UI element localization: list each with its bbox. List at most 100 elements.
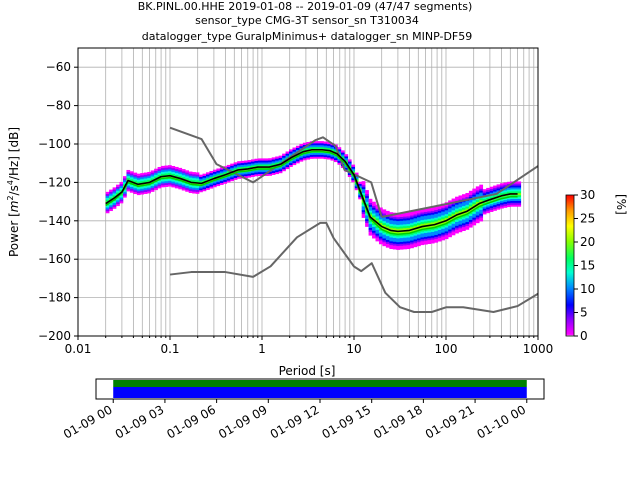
histogram-cell: [285, 155, 290, 158]
histogram-cell: [441, 236, 445, 239]
histogram-cell: [486, 187, 490, 191]
histogram-cell: [372, 211, 376, 214]
histogram-cell: [344, 167, 349, 170]
histogram-cell: [164, 167, 169, 170]
histogram-cell: [119, 197, 124, 200]
histogram-cell: [472, 215, 477, 218]
histogram-cell: [320, 144, 324, 148]
histogram-cell: [129, 190, 134, 193]
histogram-cell: [441, 209, 445, 212]
histogram-cell: [116, 192, 120, 195]
histogram-cell: [247, 163, 252, 167]
x-tick-label: 1000: [523, 342, 554, 356]
histogram-cell: [188, 171, 193, 174]
histogram-cell: [244, 172, 248, 175]
histogram-cell: [417, 224, 421, 227]
histogram-cell: [448, 221, 452, 224]
histogram-cell: [185, 174, 190, 177]
histogram-cell: [455, 229, 459, 232]
histogram-cell: [413, 223, 418, 227]
histogram-cell: [209, 172, 214, 176]
histogram-cell: [399, 241, 404, 244]
histogram-cell: [455, 231, 459, 234]
grid-lines: [77, 48, 538, 337]
histogram-cell: [382, 209, 387, 212]
colorbar-gradient: [565, 194, 575, 337]
histogram-cell: [406, 244, 411, 248]
histogram-cell: [385, 231, 390, 235]
histogram-cell: [178, 169, 183, 173]
histogram-cell: [112, 193, 117, 196]
histogram-cell: [161, 179, 165, 182]
histogram-cell: [468, 192, 473, 195]
histogram-cell: [167, 167, 172, 170]
histogram-cell: [368, 233, 373, 236]
histogram-cell: [140, 188, 145, 191]
histogram-cell: [185, 170, 190, 173]
histogram-cell: [430, 210, 435, 213]
histogram-cell: [510, 196, 515, 200]
histogram-cell: [510, 185, 515, 188]
y-label-m: m: [7, 201, 21, 213]
histogram-cell: [192, 174, 196, 177]
histogram-cell: [465, 219, 470, 223]
histogram-cell: [347, 159, 352, 162]
histogram-cell: [202, 189, 207, 192]
histogram-cell: [282, 165, 286, 168]
histogram-cell: [372, 224, 376, 227]
histogram-cell: [455, 210, 459, 213]
histogram-cell: [392, 216, 397, 219]
histogram-cell: [486, 195, 490, 198]
histogram-cell: [399, 237, 404, 241]
histogram-cell: [327, 145, 331, 148]
histogram-cell: [392, 239, 397, 242]
histogram-cell: [199, 188, 203, 191]
histogram-cell: [434, 211, 439, 214]
histogram-cell: [226, 170, 231, 173]
histogram-cell: [448, 225, 452, 228]
colorbar-tick-label: 30: [580, 188, 595, 202]
histogram-cell: [174, 174, 179, 177]
histogram-cell: [150, 172, 155, 175]
histogram-cell: [417, 236, 421, 239]
histogram-cell: [389, 237, 394, 240]
histogram-cell: [358, 197, 362, 200]
x-tick-label: 10: [346, 342, 361, 356]
histogram-cell: [430, 241, 435, 244]
histogram-cell: [202, 175, 207, 178]
histogram-cell: [385, 226, 390, 229]
histogram-cell: [472, 223, 477, 226]
histogram-cell: [119, 195, 124, 198]
histogram-cell: [458, 210, 463, 214]
histogram-cell: [219, 167, 224, 170]
histogram-cell: [399, 228, 404, 231]
histogram-cell: [295, 145, 300, 148]
histogram-cell: [389, 239, 394, 242]
colorbar-tick-label: 10: [580, 282, 595, 296]
histogram-cell: [282, 167, 286, 170]
histogram-cell: [420, 210, 425, 213]
histogram-cell: [468, 225, 473, 228]
histogram-cell: [468, 200, 473, 203]
histogram-cell: [275, 160, 279, 163]
histogram-cell: [174, 182, 179, 185]
histogram-cell: [420, 227, 425, 230]
histogram-cell: [434, 228, 439, 232]
histogram-cell: [365, 222, 369, 225]
histogram-cell: [417, 243, 421, 247]
histogram-cell: [493, 191, 497, 194]
histogram-cell: [188, 175, 193, 178]
histogram-cell: [154, 174, 158, 177]
histogram-cell: [375, 235, 380, 238]
histogram-cell: [455, 227, 459, 230]
histogram-cell: [465, 194, 470, 198]
histogram-cell: [403, 239, 407, 242]
histogram-cell: [461, 224, 466, 228]
histogram-cell: [309, 146, 314, 150]
histogram-cell: [475, 201, 480, 204]
histogram-cell: [157, 174, 162, 177]
histogram-cell: [399, 243, 404, 246]
histogram-cell: [181, 186, 186, 189]
histogram-cell: [143, 172, 148, 175]
histogram-cell: [396, 245, 401, 248]
